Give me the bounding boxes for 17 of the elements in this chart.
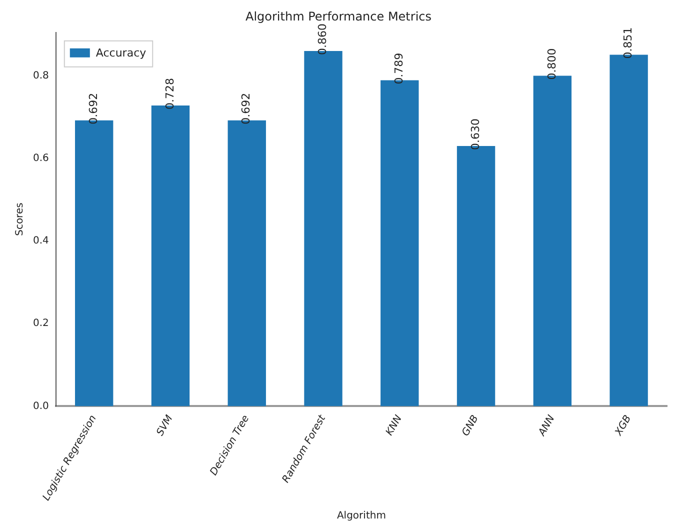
legend-label: Accuracy bbox=[96, 46, 147, 60]
x-axis-title: Algorithm bbox=[336, 510, 386, 522]
data-label: 0.789 bbox=[392, 52, 406, 84]
y-tick-label: 0.4 bbox=[32, 236, 49, 247]
data-label: 0.860 bbox=[316, 23, 330, 55]
data-label: 0.851 bbox=[622, 27, 635, 59]
data-label: 0.630 bbox=[468, 118, 482, 150]
data-label: 0.728 bbox=[163, 78, 176, 110]
chart-title: Algorithm Performance Metrics bbox=[246, 9, 432, 24]
y-tick-label: 0.6 bbox=[32, 152, 49, 164]
y-axis-title: Scores bbox=[14, 202, 26, 236]
y-tick-label: 0.2 bbox=[32, 318, 49, 330]
data-label: 0.800 bbox=[545, 48, 558, 80]
data-label: 0.692 bbox=[86, 92, 100, 124]
y-tick-label: 0.0 bbox=[32, 400, 49, 412]
y-tick-label: 0.8 bbox=[32, 70, 49, 82]
data-label: 0.692 bbox=[240, 92, 253, 124]
